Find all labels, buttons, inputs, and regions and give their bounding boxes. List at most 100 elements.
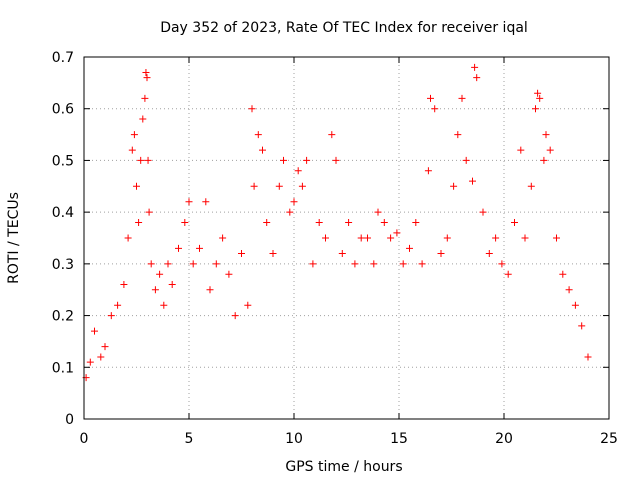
data-point bbox=[97, 353, 105, 361]
y-axis-label: ROTI / TECUs bbox=[6, 192, 22, 284]
data-point bbox=[141, 94, 149, 102]
data-point bbox=[458, 94, 466, 102]
data-point bbox=[225, 270, 233, 278]
data-point bbox=[546, 146, 554, 154]
data-point bbox=[485, 250, 493, 258]
data-point bbox=[294, 167, 302, 175]
y-tick-label: 0.4 bbox=[52, 205, 74, 221]
data-point bbox=[406, 244, 413, 252]
data-point bbox=[250, 182, 258, 190]
grid bbox=[84, 57, 609, 419]
x-axis-label: GPS time / hours bbox=[285, 459, 402, 475]
data-point bbox=[332, 156, 340, 164]
data-point bbox=[259, 146, 266, 154]
data-point bbox=[303, 156, 311, 164]
data-point bbox=[168, 281, 176, 289]
data-point bbox=[351, 260, 359, 268]
data-point bbox=[427, 94, 434, 102]
data-point bbox=[196, 244, 203, 252]
data-point bbox=[492, 234, 500, 242]
data-point bbox=[86, 358, 94, 366]
data-point bbox=[139, 115, 147, 123]
data-point bbox=[504, 270, 512, 278]
data-point bbox=[107, 312, 115, 320]
data-point bbox=[120, 281, 128, 289]
data-point bbox=[498, 260, 506, 268]
data-point bbox=[469, 177, 476, 185]
data-point bbox=[399, 260, 407, 268]
chart-title: Day 352 of 2023, Rate Of TEC Index for r… bbox=[160, 20, 528, 36]
y-tick-label: 0.1 bbox=[52, 360, 74, 376]
data-point bbox=[471, 63, 479, 71]
data-point bbox=[412, 218, 420, 226]
data-point bbox=[374, 208, 382, 216]
data-point bbox=[534, 89, 542, 97]
data-point bbox=[521, 234, 529, 242]
data-point bbox=[584, 353, 592, 361]
data-point bbox=[128, 146, 136, 154]
data-point bbox=[322, 234, 329, 242]
axis-ticks: 0 5 10 15 20 25 0 0.1 0.2 0.3 0.4 0.5 0.6 0.7 bbox=[52, 50, 618, 447]
data-point bbox=[431, 105, 439, 113]
data-point bbox=[532, 105, 539, 113]
data-point bbox=[135, 218, 143, 226]
x-tick-label: 10 bbox=[285, 431, 303, 447]
data-point bbox=[202, 198, 210, 206]
y-tick-label: 0 bbox=[65, 412, 74, 428]
data-point bbox=[315, 218, 323, 226]
data-point bbox=[387, 234, 395, 242]
data-point bbox=[189, 260, 197, 268]
data-point bbox=[248, 105, 256, 113]
data-point bbox=[130, 131, 138, 139]
data-point bbox=[473, 74, 481, 82]
x-tick-label: 25 bbox=[600, 431, 618, 447]
data-point bbox=[338, 250, 346, 258]
data-point bbox=[542, 131, 550, 139]
data-point bbox=[160, 301, 168, 309]
data-point bbox=[286, 208, 294, 216]
data-point bbox=[527, 182, 535, 190]
data-point bbox=[462, 156, 470, 164]
data-point bbox=[437, 250, 445, 258]
data-point bbox=[517, 146, 525, 154]
data-point bbox=[380, 218, 388, 226]
x-tick-label: 15 bbox=[390, 431, 408, 447]
data-point bbox=[479, 208, 487, 216]
data-point bbox=[536, 94, 544, 102]
data-point bbox=[175, 244, 182, 252]
data-point bbox=[133, 182, 140, 190]
data-point bbox=[280, 156, 287, 164]
data-point bbox=[393, 229, 401, 237]
data-point bbox=[137, 156, 145, 164]
data-point bbox=[565, 286, 573, 294]
data-point bbox=[181, 218, 189, 226]
data-point bbox=[357, 234, 365, 242]
data-point bbox=[101, 343, 109, 351]
data-point bbox=[511, 218, 518, 226]
data-point bbox=[275, 182, 283, 190]
y-tick-label: 0.3 bbox=[52, 257, 74, 273]
data-point bbox=[540, 156, 548, 164]
data-point bbox=[231, 312, 239, 320]
data-point bbox=[145, 208, 153, 216]
data-point bbox=[143, 74, 151, 82]
data-point bbox=[114, 301, 122, 309]
data-point bbox=[151, 286, 159, 294]
data-point bbox=[290, 198, 298, 206]
data-point bbox=[424, 167, 432, 175]
data-point bbox=[144, 156, 152, 164]
data-point bbox=[244, 301, 252, 309]
data-point bbox=[450, 182, 458, 190]
data-point bbox=[263, 218, 271, 226]
data-point bbox=[164, 260, 172, 268]
y-tick-label: 0.7 bbox=[52, 50, 74, 66]
data-point bbox=[124, 234, 132, 242]
data-points bbox=[82, 63, 592, 382]
data-point bbox=[345, 218, 353, 226]
data-point bbox=[553, 234, 560, 242]
data-point bbox=[370, 260, 378, 268]
data-point bbox=[559, 270, 567, 278]
data-point bbox=[219, 234, 227, 242]
data-point bbox=[91, 327, 98, 335]
